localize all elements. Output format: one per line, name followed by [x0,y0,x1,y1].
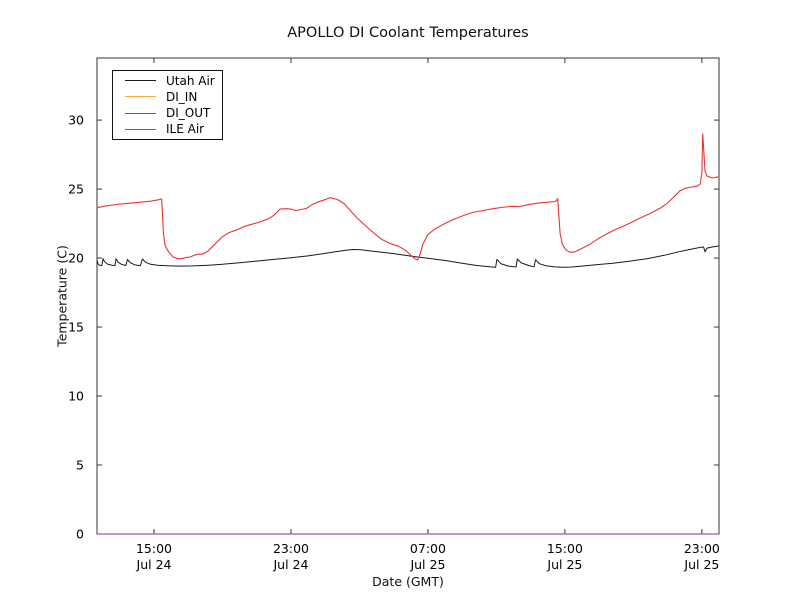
y-tick-label: 25 [68,182,84,197]
y-tick-label: 20 [68,251,84,266]
y-tick-label: 30 [68,113,84,128]
x-tick-date-label: Jul 25 [683,557,719,572]
legend-label: ILE Air [166,122,205,137]
ile-air-line-swatch [125,128,156,130]
legend-label: DI_OUT [166,106,211,121]
legend-item-di-out: DI_OUT [113,106,222,121]
utah-air-line-swatch [125,80,156,82]
chart-title: APOLLO DI Coolant Temperatures [287,25,529,41]
x-tick-time-label: 15:00 [136,541,172,556]
x-tick-date-label: Jul 25 [409,557,445,572]
series-line-ile-air [96,133,720,261]
x-tick-time-label: 23:00 [684,541,720,556]
x-axis-label: Date (GMT) [372,574,444,589]
x-tick-time-label: 07:00 [410,541,446,556]
di-in-line-swatch [125,96,156,98]
y-tick-label: 0 [76,527,84,542]
y-axis-label: Temperature (C) [54,245,70,347]
x-tick-date-label: Jul 25 [546,557,582,572]
legend-label: Utah Air [166,73,215,88]
legend-label: DI_IN [166,89,198,104]
di-out-line-swatch [125,112,156,114]
x-tick-time-label: 23:00 [273,541,309,556]
x-tick-date-label: Jul 24 [136,557,172,572]
chart-legend: Utah Air DI_IN DI_OUT ILE Air [112,70,223,140]
series-line-utah-air [96,245,720,268]
y-tick-label: 10 [68,389,84,404]
y-tick-label: 15 [68,320,84,335]
x-tick-time-label: 15:00 [547,541,583,556]
legend-item-di-in: DI_IN [113,89,222,104]
legend-item-ile-air: ILE Air [113,122,222,137]
legend-item-utah-air: Utah Air [113,73,222,88]
y-tick-label: 5 [76,458,84,473]
x-tick-date-label: Jul 24 [272,557,308,572]
